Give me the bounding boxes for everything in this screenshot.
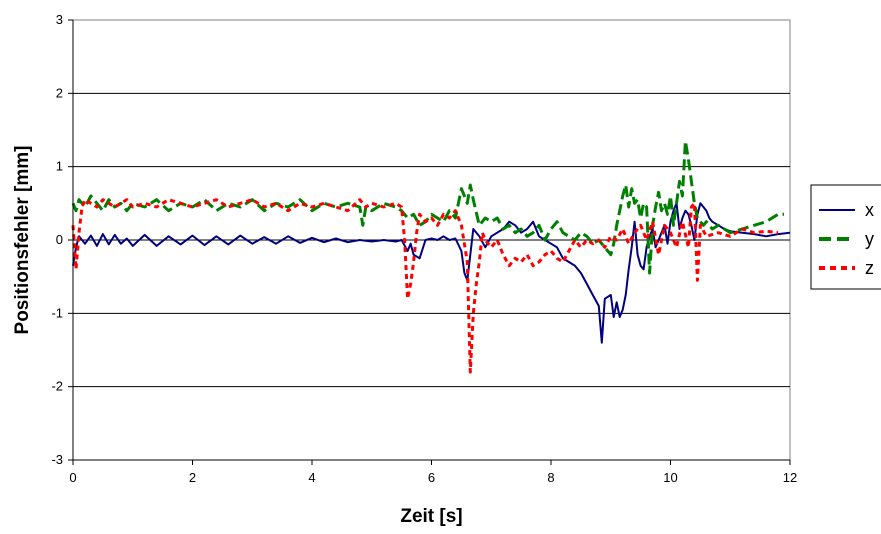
y-tick-label: 2 (56, 85, 63, 100)
series-line-x (72, 202, 791, 344)
x-tick-label: 8 (547, 470, 554, 485)
legend-items: xyz (819, 200, 874, 278)
y-tick-label: 0 (56, 232, 63, 247)
y-axis-title: Positionsfehler [mm] (12, 146, 33, 335)
x-tick-label: 4 (308, 470, 315, 485)
x-tick-label: 2 (189, 470, 196, 485)
legend-label-x: x (865, 200, 874, 220)
legend: xyz (810, 184, 881, 290)
gridlines (73, 92, 790, 388)
series-line-y (71, 139, 784, 275)
y-tick-label: -2 (51, 379, 63, 394)
series-lines (71, 139, 791, 374)
x-tick-label: 10 (663, 470, 677, 485)
y-tick-label: -1 (51, 305, 63, 320)
legend-label-z: z (865, 258, 874, 278)
legend-label-y: y (865, 229, 874, 249)
y-tick-label: 3 (56, 12, 63, 27)
y-tick-label: -3 (51, 452, 63, 467)
x-tick-label: 0 (69, 470, 76, 485)
y-tick-label: 1 (56, 159, 63, 174)
x-tick-label: 6 (428, 470, 435, 485)
x-tick-label: 12 (783, 470, 797, 485)
x-axis-title: Zeit [s] (400, 506, 462, 527)
series-line-z (71, 198, 779, 374)
